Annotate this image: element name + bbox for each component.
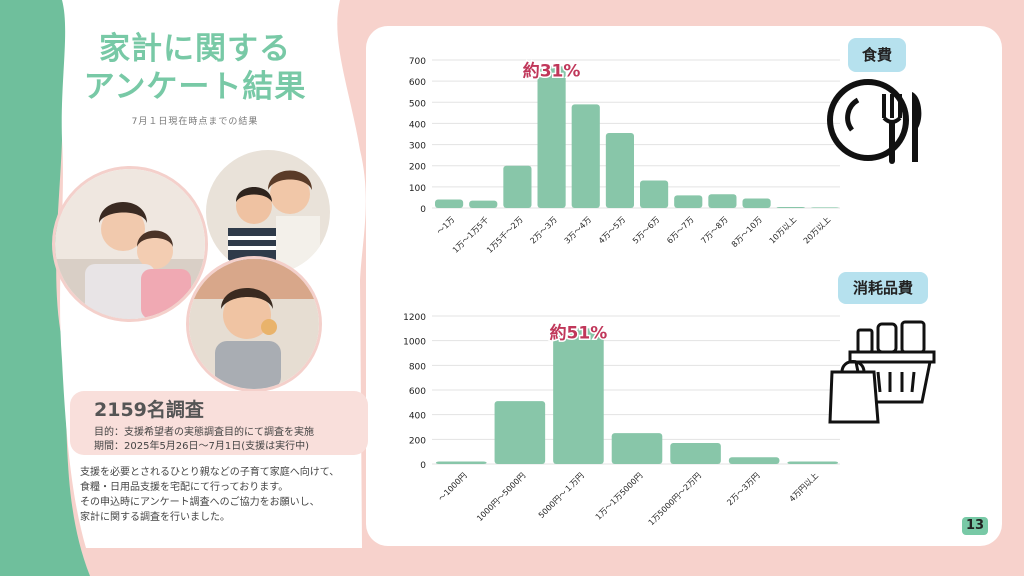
- bar: [708, 194, 737, 208]
- callout-label: 約31%: [523, 60, 581, 81]
- x-tick-label: 1万〜1万5000円: [594, 471, 645, 522]
- description-line: 支援を必要とされるひとり親などの子育て家庭へ向けて、: [80, 467, 340, 478]
- y-tick-label: 400: [409, 120, 426, 130]
- y-tick-label: 400: [409, 412, 426, 422]
- photo-boy-icecream: [186, 256, 322, 392]
- x-tick-label: 4万円以上: [788, 471, 821, 504]
- description-line: 食糧・日用品支援を宅配にて行っております。: [80, 482, 289, 493]
- bar: [436, 461, 487, 464]
- consumables-cost-chart: 0 200 400 600 800 1000 1200 〜1000円 1000円〜5000円 50…: [403, 313, 840, 527]
- description-text: 支援を必要とされるひとり親などの子育て家庭へ向けて、 食糧・日用品支援を宅配にて…: [80, 465, 370, 525]
- x-tick-label: 5万〜6万: [631, 215, 662, 246]
- shopping-basket-icon: [828, 320, 936, 424]
- green-wave-background: [0, 0, 90, 576]
- bar: [670, 443, 721, 464]
- bar: [494, 401, 546, 464]
- x-tick-label: 5000円〜１万円: [537, 471, 586, 520]
- x-tick-label: 〜1000円: [437, 471, 469, 503]
- photo-boy-illustration: [189, 259, 319, 389]
- consumables-tag: 消耗品費: [838, 272, 928, 304]
- survey-period: 期間：2025年5月26日〜7月1日(支援は実行中): [94, 441, 310, 452]
- x-tick-label: 8万〜10万: [730, 215, 764, 249]
- bar: [728, 457, 780, 464]
- description-line: 家計に関する調査を行いました。: [80, 512, 230, 523]
- survey-headline: 2159名調査: [94, 399, 204, 421]
- x-tick-label: 3万〜4万: [563, 215, 594, 246]
- x-tick-label: 7万〜8万: [699, 215, 730, 246]
- y-tick-label: 200: [409, 163, 426, 173]
- bar: [611, 433, 663, 464]
- y-tick-label: 100: [409, 184, 426, 194]
- bar: [810, 207, 839, 208]
- x-tick-label: 4万〜5万: [597, 215, 628, 246]
- y-tick-label: 1200: [403, 313, 426, 323]
- y-tick-label: 0: [420, 461, 426, 471]
- x-tick-label: 1万5千〜2万: [484, 214, 525, 255]
- x-tick-label: 10万以上: [768, 215, 799, 246]
- y-tick-label: 600: [409, 387, 426, 397]
- title-line-1: 家計に関する: [99, 31, 291, 67]
- x-tick-label: 2万〜3万円: [725, 471, 761, 507]
- y-tick-label: 800: [409, 362, 426, 372]
- y-tick-label: 600: [409, 78, 426, 88]
- survey-info-box: 2159名調査 目的：支援希望者の実態調査目的にて調査を実施 期間：2025年5…: [70, 391, 368, 455]
- food-tag: 食費: [848, 38, 906, 72]
- bar: [553, 328, 604, 464]
- page-number: 13: [962, 517, 988, 535]
- y-tick-label: 300: [409, 142, 426, 152]
- bar: [640, 180, 669, 208]
- photo-mother-child-illustration: [55, 169, 205, 319]
- x-tick-label: 2万〜3万: [528, 215, 559, 246]
- bar: [537, 66, 566, 208]
- x-tick-label: 1万5000円〜2万円: [647, 471, 703, 527]
- y-tick-label: 200: [409, 436, 426, 446]
- bar: [571, 104, 600, 208]
- title-line-2: アンケート結果: [83, 69, 307, 105]
- bar: [776, 206, 805, 208]
- x-tick-label: 1000円〜5000円: [475, 471, 527, 523]
- bar: [674, 195, 703, 208]
- page-title: 家計に関する アンケート結果: [80, 30, 310, 106]
- bar: [503, 165, 532, 208]
- bar: [787, 461, 838, 464]
- plate-fork-knife-icon: [827, 79, 922, 164]
- y-tick-label: 700: [409, 57, 426, 67]
- photo-brothers: [206, 150, 330, 274]
- bar: [469, 200, 498, 208]
- x-tick-label: 〜1万: [435, 215, 456, 236]
- bar: [742, 198, 771, 208]
- page-subtitle: 7月１日現在時点までの結果: [131, 117, 259, 127]
- y-tick-label: 1000: [403, 338, 426, 348]
- x-tick-label: 20万以上: [802, 215, 833, 246]
- photo-mother-child: [52, 166, 208, 322]
- bar: [605, 132, 634, 208]
- y-tick-label: 0: [420, 205, 426, 215]
- survey-purpose: 目的：支援希望者の実態調査目的にて調査を実施: [94, 427, 314, 438]
- bar: [435, 199, 464, 208]
- y-tick-label: 500: [409, 99, 426, 109]
- callout-label: 約51%: [550, 322, 608, 343]
- x-tick-label: 6万〜7万: [665, 215, 696, 246]
- description-line: その申込時にアンケート調査へのご協力をお願いし、: [80, 497, 320, 508]
- photo-brothers-illustration: [206, 150, 330, 274]
